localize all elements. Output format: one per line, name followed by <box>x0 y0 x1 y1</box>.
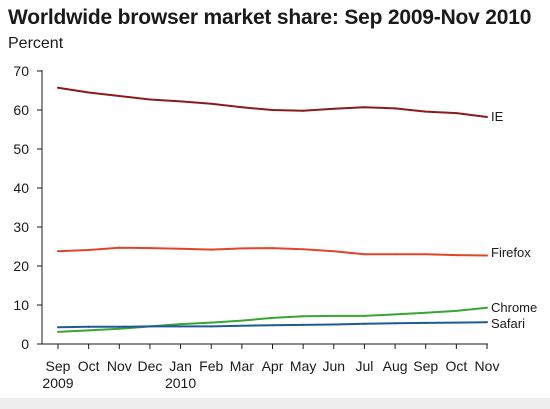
y-tick-label: 20 <box>13 258 29 274</box>
data-point-chrome <box>455 309 458 312</box>
data-point-ie <box>148 98 151 101</box>
data-point-safari <box>455 321 458 324</box>
x-tick-label: Feb <box>199 358 223 374</box>
data-point-safari <box>179 325 182 328</box>
data-point-safari <box>363 322 366 325</box>
data-point-safari <box>57 326 59 329</box>
data-point-ie <box>455 112 458 115</box>
x-tick-label: Dec <box>137 358 162 374</box>
data-point-firefox <box>363 253 366 256</box>
data-point-ie <box>271 109 274 111</box>
x-tick-label: Nov <box>475 358 500 374</box>
data-point-ie <box>87 91 90 94</box>
data-point-ie <box>332 107 335 110</box>
y-tick-label: 70 <box>13 63 29 79</box>
data-point-chrome <box>332 314 335 317</box>
data-point-safari <box>394 322 397 325</box>
x-tick-label: May <box>290 358 316 374</box>
y-tick-label: 50 <box>13 141 29 157</box>
data-point-firefox <box>271 247 274 250</box>
x-tick-label: Jan <box>169 358 192 374</box>
y-tick-label: 60 <box>13 102 29 118</box>
data-point-ie <box>424 110 427 113</box>
x-tick-label: Jun <box>322 358 345 374</box>
data-point-safari <box>210 325 213 328</box>
data-point-chrome <box>486 306 488 309</box>
data-point-safari <box>148 325 151 328</box>
y-tick-label: 0 <box>21 336 29 352</box>
data-point-safari <box>332 323 335 326</box>
x-year-label: 2010 <box>165 375 196 391</box>
data-point-firefox <box>179 247 182 250</box>
data-point-firefox <box>424 253 427 256</box>
data-point-safari <box>424 321 427 324</box>
data-point-firefox <box>210 248 213 251</box>
x-tick-label: Oct <box>78 358 100 374</box>
data-point-ie <box>179 100 182 103</box>
y-tick-label: 40 <box>13 180 29 196</box>
data-point-ie <box>118 94 121 97</box>
y-tick-label: 30 <box>13 219 29 235</box>
data-point-firefox <box>486 254 488 257</box>
data-point-ie <box>210 102 213 105</box>
data-point-safari <box>486 321 488 324</box>
y-axis-unit-label: Percent <box>8 35 64 52</box>
data-point-chrome <box>179 323 182 326</box>
data-point-chrome <box>302 315 305 318</box>
chart-title: Worldwide browser market share: Sep 2009… <box>8 6 532 29</box>
data-point-firefox <box>455 254 458 257</box>
data-point-safari <box>271 324 274 327</box>
x-tick-label: Jul <box>355 358 373 374</box>
data-point-chrome <box>394 313 397 316</box>
x-tick-label: Aug <box>383 358 408 374</box>
x-tick-label: Oct <box>445 358 467 374</box>
data-point-firefox <box>332 250 335 253</box>
data-point-chrome <box>424 311 427 314</box>
data-point-chrome <box>240 319 243 322</box>
data-point-ie <box>394 107 397 110</box>
x-tick-label: Mar <box>230 358 254 374</box>
data-point-firefox <box>87 249 90 252</box>
data-point-chrome <box>210 321 213 324</box>
series-label-ie: IE <box>491 109 504 124</box>
data-point-firefox <box>394 253 397 256</box>
data-point-ie <box>240 106 243 109</box>
data-point-firefox <box>148 247 151 250</box>
x-tick-label: Nov <box>107 358 132 374</box>
data-point-chrome <box>118 327 121 330</box>
data-point-ie <box>486 116 488 119</box>
y-tick-label: 10 <box>13 297 29 313</box>
data-point-ie <box>57 86 59 89</box>
data-point-ie <box>363 106 366 109</box>
data-point-chrome <box>87 329 90 332</box>
data-point-firefox <box>302 248 305 251</box>
series-label-chrome: Chrome <box>491 300 537 315</box>
series-label-firefox: Firefox <box>491 245 531 260</box>
footer-band <box>0 398 550 409</box>
data-point-firefox <box>57 250 59 253</box>
data-point-chrome <box>363 314 366 317</box>
data-point-safari <box>240 324 243 327</box>
x-tick-label: Sep <box>46 358 71 374</box>
x-tick-label: Apr <box>262 358 284 374</box>
data-point-safari <box>118 325 121 328</box>
x-tick-label: Sep <box>413 358 438 374</box>
data-point-safari <box>87 325 90 328</box>
data-point-chrome <box>271 316 274 319</box>
series-label-safari: Safari <box>491 316 525 331</box>
x-year-label: 2009 <box>42 375 73 391</box>
data-point-firefox <box>118 246 121 249</box>
data-point-chrome <box>57 330 59 333</box>
data-point-ie <box>302 109 305 112</box>
series-line-chrome <box>57 306 488 333</box>
series-line-ie <box>57 86 488 118</box>
data-point-firefox <box>240 247 243 250</box>
data-point-safari <box>302 323 305 326</box>
